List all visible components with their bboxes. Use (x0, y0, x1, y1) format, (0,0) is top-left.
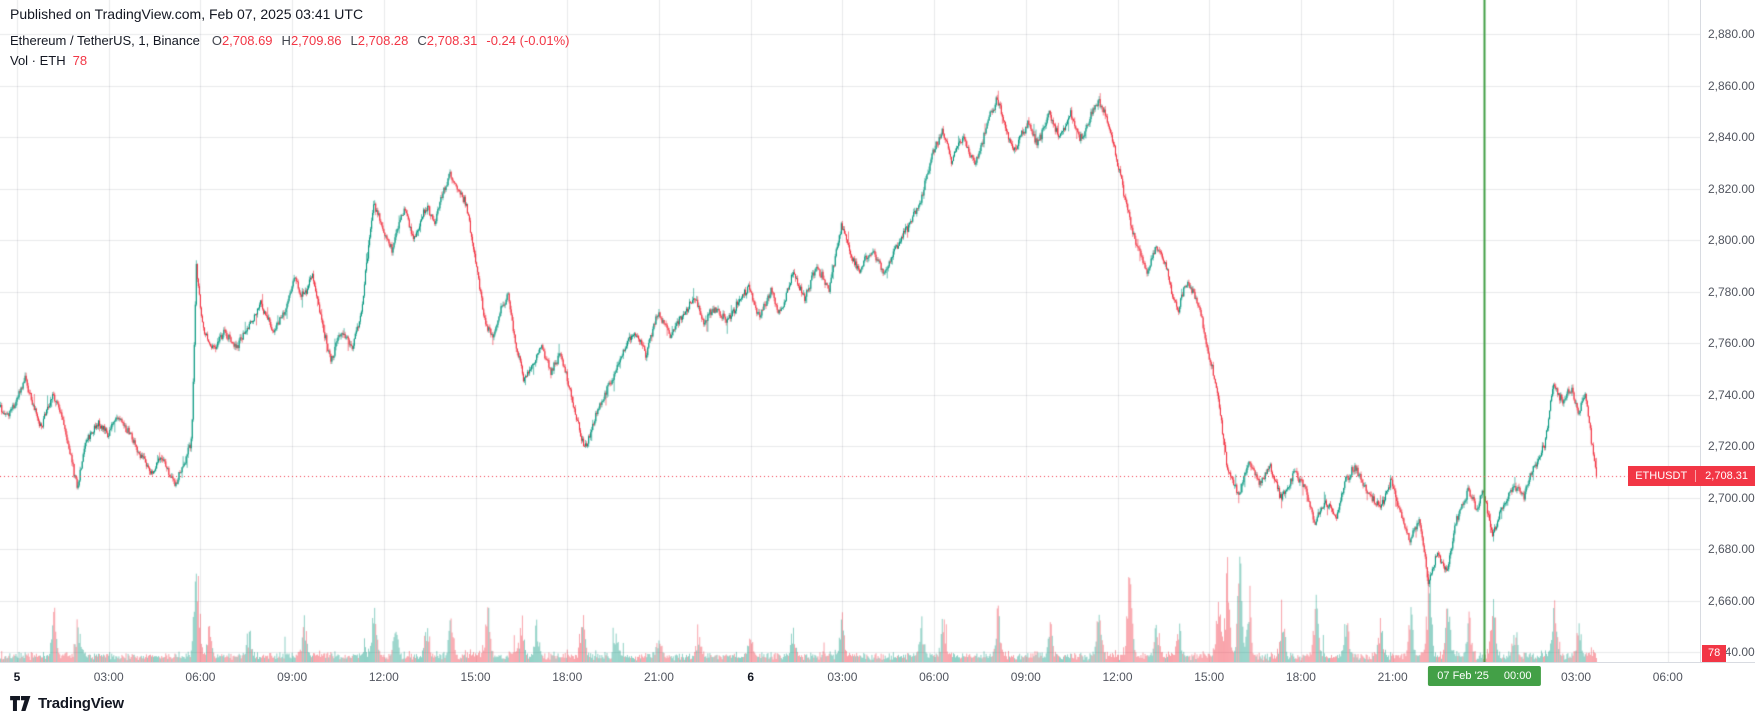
time-axis-label: 18:00 (1285, 670, 1316, 684)
candlestick-canvas[interactable] (0, 0, 1700, 662)
time-axis-label: 09:00 (277, 670, 308, 684)
session-date: 07 Feb '25 (1437, 670, 1489, 682)
footer: TradingView (0, 690, 1755, 716)
badge-price-value: 2,708.31 (1705, 470, 1748, 482)
price-axis-label: 2,660.00 (1708, 593, 1755, 608)
time-axis-label: 6 (747, 670, 755, 684)
price-axis-label: 2,780.00 (1708, 284, 1755, 299)
time-axis-label: 09:00 (1010, 670, 1041, 684)
price-axis-label: 2,880.00 (1708, 27, 1755, 41)
time-axis-label: 03:00 (93, 670, 124, 684)
time-axis-label: 15:00 (1194, 670, 1225, 684)
price-axis-label: 2,820.00 (1708, 181, 1755, 196)
tradingview-brand-link[interactable]: TradingView (10, 695, 124, 712)
badge-symbol: ETHUSDT (1635, 470, 1697, 482)
price-axis-label: 2,840.00 (1708, 130, 1755, 144)
price-axis-label: 2,760.00 (1708, 336, 1755, 350)
time-axis-label: 18:00 (552, 670, 583, 684)
price-axis-label: 2,700.00 (1708, 490, 1755, 505)
time-axis-label: 5 (13, 670, 21, 684)
price-axis[interactable]: 2,880.00 2,860.00 2,840.00 2,820.00 2,800.00… (1700, 0, 1755, 662)
time-axis-label: 06:00 (185, 670, 216, 684)
time-axis-label: 03:00 (827, 670, 858, 684)
time-axis-label: 21:00 (1377, 670, 1408, 684)
price-axis-label: 2,800.00 (1708, 233, 1755, 247)
price-axis-label: 2,720.00 (1708, 439, 1755, 453)
time-axis-label: 06:00 (919, 670, 950, 684)
last-price-badge: ETHUSDT 2,708.31 (1628, 466, 1755, 486)
price-axis-label: 2,860.00 (1708, 78, 1755, 93)
time-axis-label: 21:00 (643, 670, 674, 684)
price-axis-label: 2,740.00 (1708, 387, 1755, 402)
time-axis-label: 06:00 (1652, 670, 1683, 684)
price-chart-pane (0, 0, 1700, 662)
time-axis[interactable]: 07 Feb '25 00:00 5 03:00 06:00 09:00 12:00 15… (0, 662, 1755, 690)
session-date-badge: 07 Feb '25 00:00 (1428, 666, 1541, 686)
time-axis-label: 03:00 (1561, 670, 1592, 684)
time-axis-label: 15:00 (460, 670, 491, 684)
tradingview-logo-icon (10, 695, 31, 711)
time-axis-label: 12:00 (1102, 670, 1133, 684)
last-volume-badge: 78 (1702, 645, 1727, 662)
price-axis-label: 2,680.00 (1708, 542, 1755, 556)
time-axis-label: 12:00 (368, 670, 399, 684)
session-time: 00:00 (1503, 670, 1532, 682)
tradingview-brand-text: TradingView (38, 694, 124, 712)
